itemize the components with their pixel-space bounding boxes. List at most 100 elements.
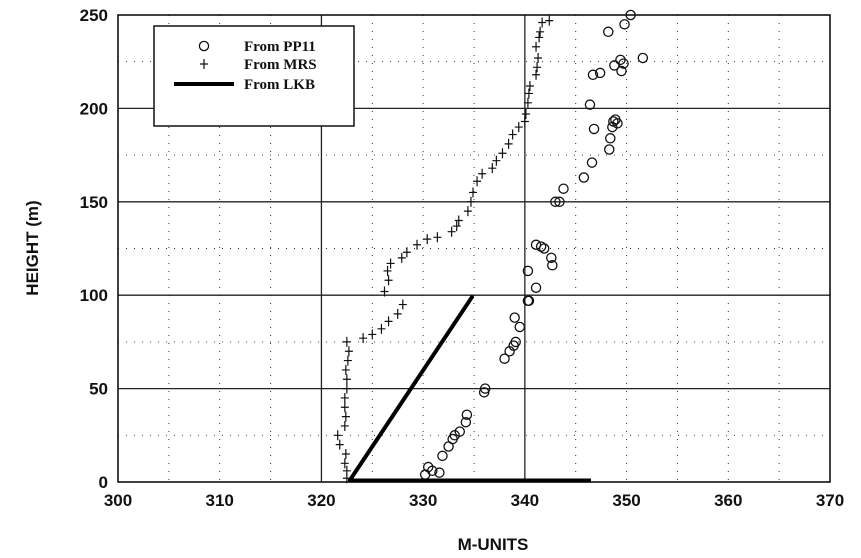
legend-entry-2: From LKB bbox=[174, 77, 315, 93]
circle-marker bbox=[535, 241, 547, 252]
plus-marker bbox=[536, 26, 545, 37]
plus-marker bbox=[341, 411, 350, 422]
y-axis-label: HEIGHT (m) bbox=[23, 200, 42, 295]
circle-marker bbox=[530, 282, 542, 293]
x-tick-label: 350 bbox=[612, 491, 640, 510]
plus-marker bbox=[384, 316, 393, 327]
x-tick-label: 320 bbox=[307, 491, 335, 510]
plus-marker bbox=[508, 129, 517, 140]
x-tick-label: 300 bbox=[104, 491, 132, 510]
plus-marker bbox=[340, 402, 349, 413]
plus-marker bbox=[342, 383, 351, 394]
legend-label: From LKB bbox=[244, 77, 315, 93]
circle-marker bbox=[588, 123, 600, 135]
legend-label: From PP11 bbox=[244, 39, 316, 55]
legend-label: From MRS bbox=[244, 57, 317, 73]
y-tick-label: 250 bbox=[80, 6, 108, 25]
legend-box bbox=[153, 25, 355, 127]
series-line bbox=[347, 295, 474, 483]
plus-marker bbox=[341, 364, 350, 375]
series-0 bbox=[419, 9, 649, 480]
plus-marker bbox=[398, 299, 407, 310]
y-tick-labels: 0 50 100 150 200 250 bbox=[80, 6, 108, 492]
x-tick-label: 330 bbox=[409, 491, 437, 510]
circle-marker bbox=[584, 99, 596, 110]
plus-marker bbox=[380, 286, 389, 297]
plus-marker bbox=[454, 215, 463, 226]
circle-marker bbox=[538, 243, 550, 254]
circle-marker bbox=[587, 69, 599, 81]
plus-marker bbox=[413, 239, 422, 250]
circle-marker bbox=[603, 26, 614, 38]
x-tick-label: 310 bbox=[206, 491, 234, 510]
y-tick-label: 100 bbox=[80, 286, 108, 305]
plus-marker bbox=[359, 333, 368, 344]
plus-marker bbox=[534, 52, 543, 63]
circle-marker bbox=[479, 383, 491, 394]
plus-marker bbox=[335, 439, 344, 450]
circle-marker bbox=[546, 252, 557, 264]
plus-marker bbox=[340, 458, 349, 469]
plus-marker bbox=[498, 148, 507, 159]
plus-marker bbox=[521, 109, 530, 120]
plus-marker bbox=[383, 265, 392, 276]
plus-marker bbox=[377, 323, 386, 334]
plus-marker bbox=[344, 346, 353, 357]
circle-marker bbox=[625, 9, 636, 21]
plus-marker bbox=[532, 69, 541, 80]
circle-marker bbox=[547, 260, 558, 271]
circle-marker bbox=[618, 58, 629, 69]
legend-circle-icon bbox=[198, 40, 210, 52]
plus-marker bbox=[384, 275, 393, 286]
plus-marker bbox=[514, 122, 523, 133]
plus-marker bbox=[473, 176, 482, 187]
plus-marker bbox=[468, 187, 477, 198]
circle-marker bbox=[509, 312, 520, 323]
circle-marker bbox=[612, 118, 623, 129]
circle-marker bbox=[427, 465, 438, 477]
plus-marker bbox=[525, 80, 534, 91]
legend-entries: From PP11 From MRS From LKB bbox=[174, 39, 317, 93]
plus-marker bbox=[535, 32, 544, 43]
series-2 bbox=[347, 295, 474, 483]
circle-marker bbox=[605, 133, 616, 144]
plus-marker bbox=[524, 88, 533, 99]
plus-marker bbox=[463, 206, 472, 217]
circle-marker bbox=[615, 54, 626, 66]
plus-marker bbox=[433, 232, 442, 243]
plus-marker bbox=[341, 448, 350, 459]
plus-marker bbox=[402, 247, 411, 258]
plus-marker bbox=[397, 252, 406, 263]
plus-marker bbox=[423, 234, 432, 245]
plus-marker bbox=[340, 392, 349, 403]
circle-marker bbox=[637, 52, 649, 64]
circle-marker bbox=[510, 336, 521, 348]
plus-marker bbox=[452, 221, 461, 232]
plus-marker bbox=[532, 41, 541, 52]
x-tick-label: 340 bbox=[511, 491, 539, 510]
circle-marker bbox=[522, 265, 534, 277]
circle-marker bbox=[550, 196, 561, 208]
y-tick-label: 0 bbox=[99, 473, 108, 492]
circle-marker bbox=[586, 157, 598, 168]
circle-marker bbox=[523, 295, 535, 307]
plus-marker bbox=[488, 163, 497, 174]
y-tick-label: 50 bbox=[89, 380, 108, 399]
plus-marker bbox=[492, 155, 501, 166]
circle-marker bbox=[434, 467, 445, 478]
circle-marker bbox=[454, 426, 466, 437]
legend-plus-icon bbox=[200, 59, 208, 69]
circle-marker bbox=[514, 321, 526, 333]
plus-marker bbox=[333, 430, 342, 441]
circle-marker bbox=[558, 183, 569, 194]
plus-marker bbox=[523, 97, 532, 108]
circle-marker bbox=[619, 19, 630, 30]
circle-marker bbox=[437, 450, 448, 462]
plus-marker bbox=[504, 138, 513, 149]
plus-marker bbox=[386, 258, 395, 269]
circle-marker bbox=[499, 353, 510, 364]
y-tick-label: 200 bbox=[80, 99, 108, 118]
plus-marker bbox=[520, 116, 529, 127]
x-tick-labels: 300 310 320 330 340 350 360 370 bbox=[104, 491, 844, 510]
